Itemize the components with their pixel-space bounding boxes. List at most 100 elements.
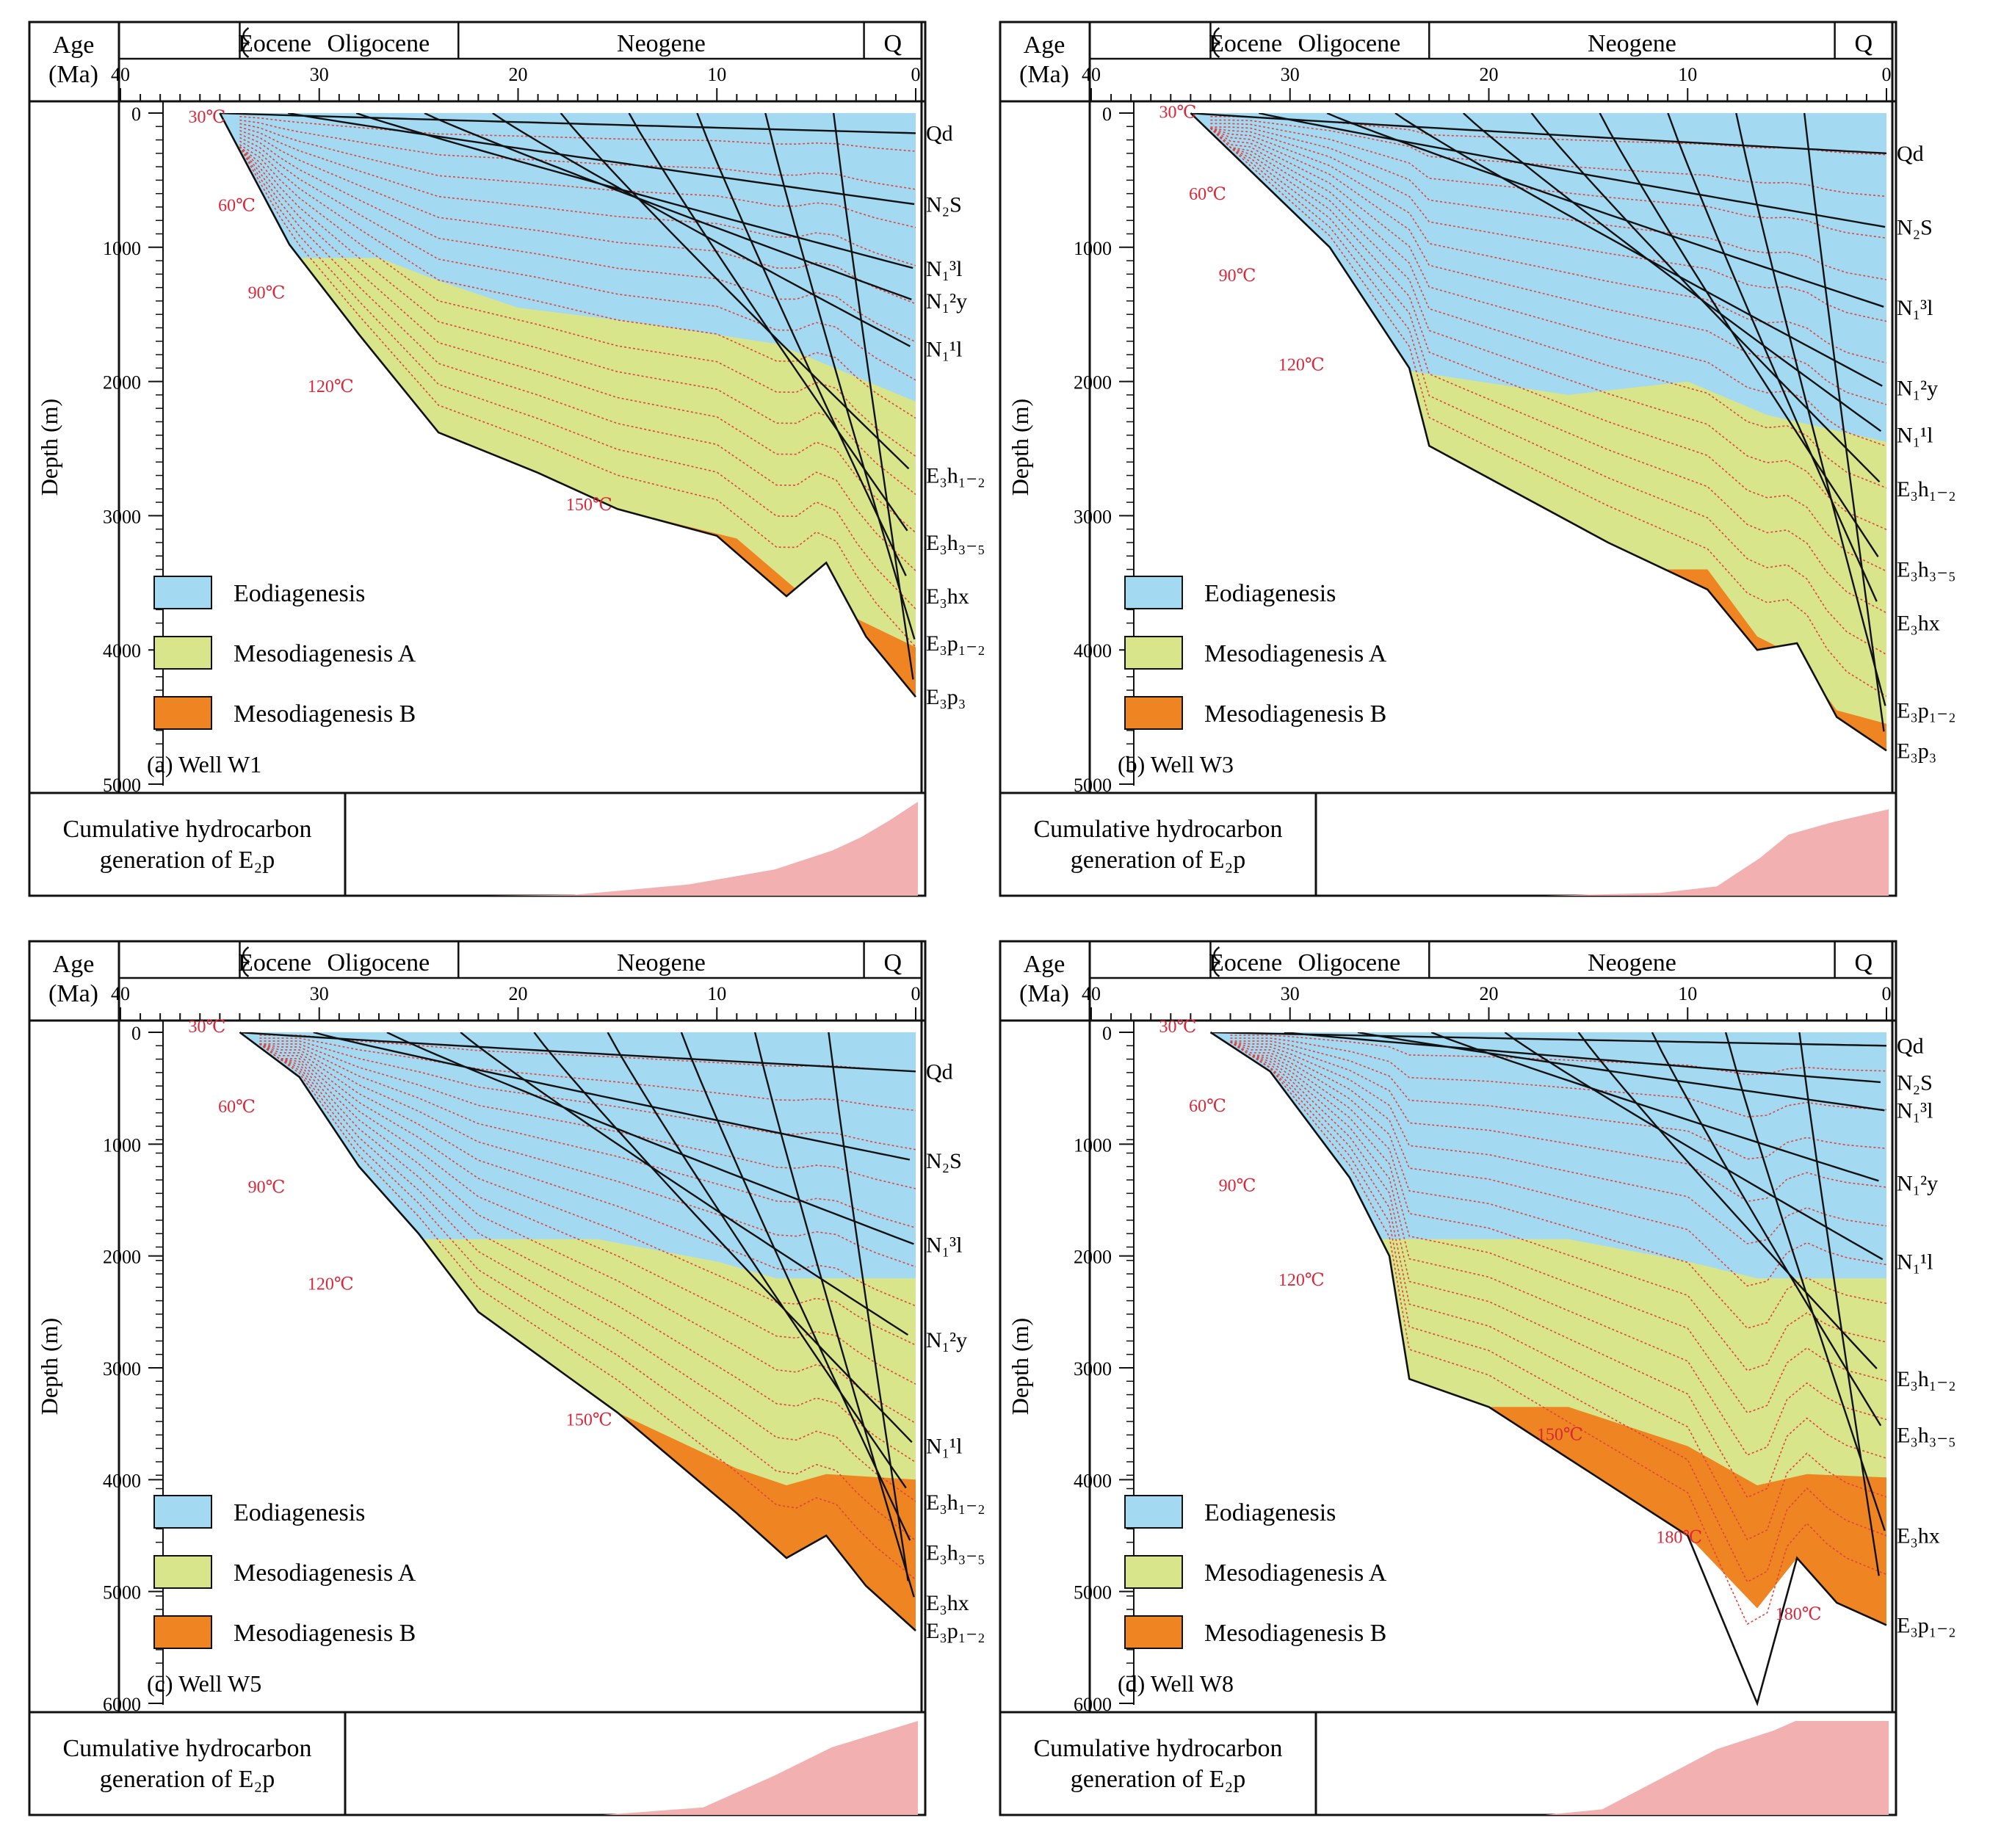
formation-label: E₃hx bbox=[1897, 1524, 1940, 1548]
isotherm-label: 120℃ bbox=[308, 1275, 354, 1294]
formation-label: E₃h₁₋₂ bbox=[1897, 1367, 1956, 1391]
age-axis-unit: (Ma) bbox=[1019, 61, 1069, 88]
hydrocarbon-area bbox=[345, 1721, 918, 1815]
isotherm-line bbox=[239, 119, 916, 190]
depth-tick-label: 6000 bbox=[1074, 1694, 1112, 1715]
isotherm-line bbox=[239, 137, 916, 381]
depth-tick-label: 4000 bbox=[103, 640, 141, 662]
legend: Eodiagenesis Mesodiagenesis A Mesodiagenes… bbox=[153, 576, 416, 730]
hc-label-1: Cumulative hydrocarbon bbox=[1034, 816, 1283, 843]
depth-tick-label: 1000 bbox=[1074, 1134, 1112, 1156]
basement-line bbox=[1190, 112, 1887, 752]
burial-line bbox=[828, 1032, 909, 1581]
isotherm-line bbox=[1210, 123, 1886, 239]
formation-label: E₃hx bbox=[1897, 612, 1940, 636]
depth-tick-label: 2000 bbox=[1074, 372, 1112, 394]
burial-line bbox=[607, 1032, 907, 1489]
isotherm-label: 90℃ bbox=[248, 1178, 286, 1197]
isotherm-line bbox=[1210, 127, 1886, 405]
epoch-label: Eocene bbox=[238, 30, 311, 57]
epoch-label: Q bbox=[884, 30, 902, 57]
formation-label: Qd bbox=[926, 1059, 953, 1084]
legend-swatch bbox=[153, 1615, 212, 1649]
isotherm-label: 60℃ bbox=[218, 1098, 256, 1117]
isotherm-line bbox=[1230, 1041, 1886, 1371]
isotherm-label: 60℃ bbox=[218, 197, 256, 216]
isotherm-label: 90℃ bbox=[1219, 1176, 1256, 1195]
formation-label: E₃h₁₋₂ bbox=[926, 464, 985, 488]
epoch-label: Neogene bbox=[617, 30, 706, 57]
age-axis-unit: (Ma) bbox=[48, 61, 98, 88]
formation-label: N₁¹l bbox=[926, 1435, 962, 1459]
epoch-label: Oligocene bbox=[1298, 949, 1401, 976]
legend-swatch bbox=[153, 696, 212, 730]
depth-tick-label: 5000 bbox=[1074, 1582, 1112, 1604]
burial-line bbox=[696, 113, 907, 576]
isotherm-line bbox=[239, 146, 916, 571]
formation-label: Qd bbox=[1897, 1034, 1924, 1058]
legend-swatch bbox=[1124, 1495, 1183, 1529]
depth-tick-label: 3000 bbox=[103, 1358, 141, 1380]
zone-gap bbox=[1687, 1535, 1798, 1703]
age-axis-title: Age bbox=[53, 951, 95, 978]
formation-label: N₂S bbox=[926, 192, 962, 217]
burial-line bbox=[1667, 113, 1878, 602]
isotherm-line bbox=[239, 123, 916, 228]
hydrocarbon-area bbox=[1316, 809, 1889, 896]
depth-tick-label: 3000 bbox=[1074, 1358, 1112, 1380]
isotherm-line bbox=[259, 1043, 916, 1581]
isotherm-line bbox=[1230, 1041, 1886, 1583]
depth-tick-label: 1000 bbox=[103, 1134, 141, 1156]
formation-label: E₃p₁₋₂ bbox=[1897, 698, 1956, 722]
legend-swatch bbox=[153, 1495, 212, 1529]
age-tick-label: 10 bbox=[707, 983, 726, 1004]
isotherm-line bbox=[259, 1043, 916, 1463]
isotherm-line bbox=[259, 1043, 916, 1228]
depth-tick-label: 4000 bbox=[1074, 1470, 1112, 1491]
isotherm-line bbox=[259, 1043, 916, 1268]
age-tick-label: 20 bbox=[509, 64, 528, 85]
isotherm-line bbox=[1209, 128, 1886, 614]
isotherm-line bbox=[1230, 1041, 1886, 1287]
isotherm-label: 30℃ bbox=[188, 1018, 225, 1037]
burial-line bbox=[220, 113, 916, 134]
isotherm-line bbox=[1230, 1041, 1886, 1626]
legend-label: Mesodiagenesis B bbox=[1204, 700, 1386, 728]
legend: Eodiagenesis Mesodiagenesis A Mesodiagenes… bbox=[1124, 1495, 1387, 1649]
legend-label: Eodiagenesis bbox=[1204, 1499, 1336, 1526]
isotherm-line bbox=[259, 1037, 916, 1112]
zone-eodiagenesis bbox=[220, 113, 916, 402]
depth-tick-label: 4000 bbox=[103, 1470, 141, 1491]
isotherm-line bbox=[239, 130, 916, 305]
formation-label: E₃p₁₋₂ bbox=[1897, 1613, 1956, 1637]
depth-tick-label: 0 bbox=[131, 1023, 141, 1044]
age-tick-label: 20 bbox=[1480, 64, 1499, 85]
burial-line bbox=[753, 1032, 915, 1598]
formation-label: N₂S bbox=[1897, 1071, 1933, 1095]
epoch-label: Q bbox=[884, 949, 902, 976]
epoch-label: Neogene bbox=[617, 949, 706, 976]
formation-label: E₃h₁₋₂ bbox=[1897, 477, 1956, 501]
isotherm-label: 90℃ bbox=[248, 283, 286, 302]
formation-label: N₁¹l bbox=[1897, 424, 1933, 448]
basement-line bbox=[1209, 1031, 1887, 1707]
isotherm-label: 120℃ bbox=[1278, 1271, 1325, 1290]
burial-line bbox=[764, 113, 916, 639]
burial-line bbox=[1430, 1032, 1879, 1182]
formation-label: E₃p₁₋₂ bbox=[926, 1619, 985, 1643]
depth-tick-label: 0 bbox=[1102, 104, 1112, 125]
formation-label: N₁²y bbox=[926, 289, 967, 314]
legend-swatch bbox=[1124, 1555, 1183, 1589]
isotherm-line bbox=[1210, 127, 1886, 364]
legend-label: Eodiagenesis bbox=[234, 1499, 365, 1526]
formation-label: E₃h₁₋₂ bbox=[926, 1490, 985, 1515]
burial-line bbox=[424, 113, 912, 301]
depth-tick-label: 0 bbox=[1102, 1023, 1112, 1044]
isotherm-label: 180℃ bbox=[1656, 1528, 1702, 1547]
isotherm-line bbox=[239, 146, 916, 609]
hydrocarbon-area bbox=[1316, 1721, 1889, 1815]
formation-label: N₁¹l bbox=[1897, 1250, 1933, 1274]
isotherm-line bbox=[1210, 126, 1886, 280]
panel-4: Eocene Oligocene Neogene Q 40 30 20 10 0 Age(Ma) 0… bbox=[999, 940, 1956, 1816]
